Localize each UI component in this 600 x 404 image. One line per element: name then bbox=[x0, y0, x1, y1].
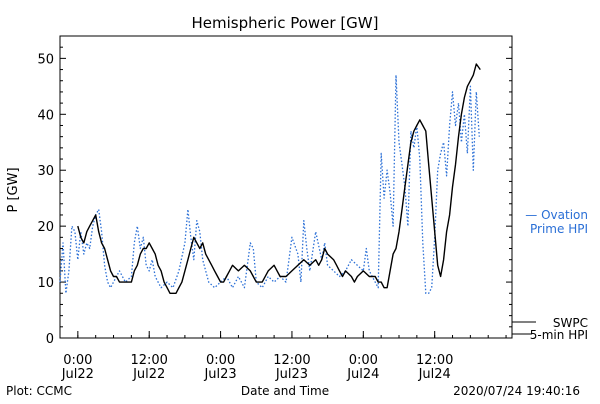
x-tick-label-time: 12:00 bbox=[130, 353, 167, 368]
x-tick-label-date: Jul23 bbox=[275, 367, 308, 382]
x-tick-label-time: 0:00 bbox=[349, 353, 378, 368]
axes: 010203040500:00Jul2212:00Jul220:00Jul231… bbox=[37, 35, 513, 382]
x-tick-label-time: 0:00 bbox=[63, 353, 92, 368]
x-tick-label-date: Jul24 bbox=[346, 367, 379, 382]
y-tick-label: 20 bbox=[37, 220, 54, 235]
series-ovation-prime-line bbox=[59, 74, 480, 294]
x-axis-label: Date and Time bbox=[241, 384, 329, 398]
legend-swpc-line2: 5-min HPI bbox=[530, 328, 588, 342]
x-tick-label-time: 12:00 bbox=[273, 353, 310, 368]
legend-swpc-line1: SWPC bbox=[553, 316, 588, 330]
plot-timestamp: 2020/07/24 19:40:16 bbox=[453, 384, 580, 398]
x-tick-label-date: Jul22 bbox=[132, 367, 165, 382]
legend-ovation-line1: — Ovation bbox=[525, 208, 588, 222]
series-layer bbox=[59, 63, 481, 294]
y-axis-label: P [GW] bbox=[6, 167, 21, 212]
plot-frame bbox=[59, 35, 513, 339]
y-tick-label: 50 bbox=[37, 52, 54, 67]
x-tick-label-date: Jul23 bbox=[203, 367, 236, 382]
y-tick-label: 0 bbox=[46, 332, 54, 347]
chart-title: Hemispheric Power [GW] bbox=[192, 14, 379, 32]
plot-credit: Plot: CCMC bbox=[6, 384, 72, 398]
legend-ovation-line2: Prime HPI bbox=[530, 222, 588, 236]
series-swpc-line bbox=[77, 63, 481, 294]
y-tick-label: 10 bbox=[37, 276, 54, 291]
y-tick-label: 30 bbox=[37, 164, 54, 179]
x-tick-label-date: Jul24 bbox=[418, 367, 451, 382]
y-tick-label: 40 bbox=[37, 108, 54, 123]
x-tick-label-time: 12:00 bbox=[416, 353, 453, 368]
x-tick-label-date: Jul22 bbox=[61, 367, 94, 382]
x-tick-label-time: 0:00 bbox=[206, 353, 235, 368]
